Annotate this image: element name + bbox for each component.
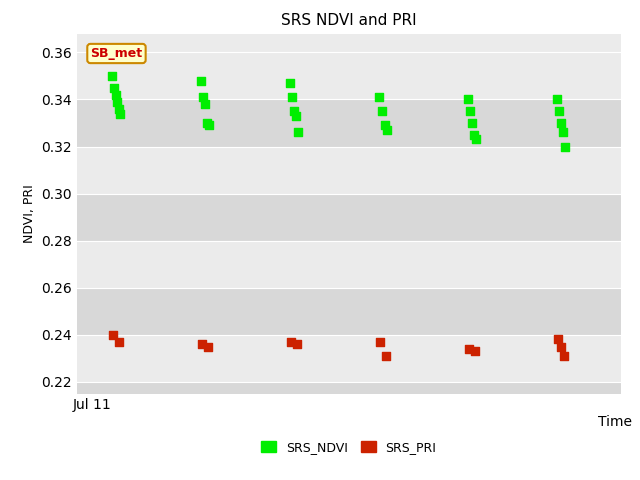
Bar [77,99,621,146]
X-axis label: Time: Time [598,415,632,429]
SRS_PRI [559,352,570,360]
SRS_NDVI [556,119,566,127]
SRS_NDVI [382,126,392,134]
SRS_NDVI [196,77,207,84]
SRS_NDVI [204,121,214,129]
SRS_PRI [556,343,566,350]
SRS_PRI [108,331,118,338]
SRS_NDVI [558,129,568,136]
SRS_NDVI [115,110,125,118]
SRS_NDVI [114,105,124,113]
SRS_PRI [470,348,481,355]
Text: SB_met: SB_met [90,47,143,60]
SRS_PRI [554,336,564,343]
Bar [77,193,621,240]
Legend: SRS_NDVI, SRS_PRI: SRS_NDVI, SRS_PRI [256,436,442,459]
SRS_NDVI [560,143,570,150]
Bar [77,288,621,335]
SRS_PRI [197,340,207,348]
Title: SRS NDVI and PRI: SRS NDVI and PRI [281,13,417,28]
SRS_PRI [381,352,392,360]
SRS_NDVI [463,96,474,103]
SRS_NDVI [111,91,121,98]
SRS_NDVI [471,136,481,144]
SRS_NDVI [289,108,300,115]
SRS_NDVI [469,131,479,139]
SRS_PRI [465,345,475,353]
SRS_PRI [204,343,214,350]
SRS_NDVI [552,96,563,103]
SRS_NDVI [287,93,298,101]
SRS_NDVI [285,79,296,87]
Bar [77,240,621,288]
SRS_PRI [375,338,385,346]
SRS_NDVI [202,119,212,127]
SRS_NDVI [377,108,387,115]
SRS_NDVI [109,84,119,92]
SRS_NDVI [554,108,564,115]
SRS_NDVI [112,98,122,106]
SRS_NDVI [374,93,385,101]
SRS_NDVI [198,93,209,101]
SRS_PRI [286,338,296,346]
SRS_NDVI [380,121,390,129]
Y-axis label: NDVI, PRI: NDVI, PRI [22,184,36,243]
Bar [77,146,621,193]
SRS_NDVI [465,108,476,115]
SRS_NDVI [200,100,211,108]
Bar [77,335,621,382]
SRS_NDVI [291,112,301,120]
SRS_NDVI [108,72,118,80]
Bar [77,52,621,99]
SRS_PRI [114,338,124,346]
SRS_NDVI [293,129,303,136]
SRS_PRI [292,340,303,348]
Bar [77,382,621,394]
Bar [77,34,621,52]
SRS_NDVI [467,119,477,127]
